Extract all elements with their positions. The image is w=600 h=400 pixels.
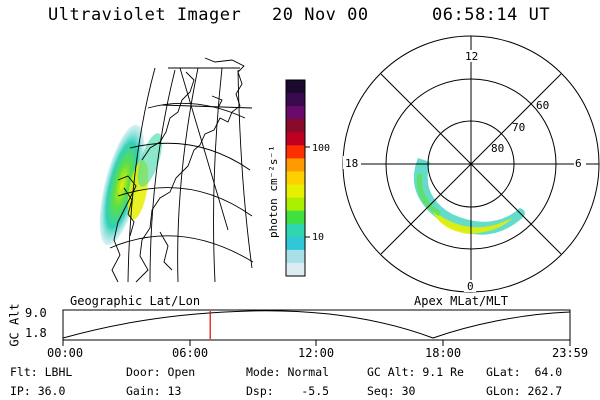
mlt-label-6: 6	[575, 157, 582, 170]
colorbar-segment	[286, 106, 305, 120]
aurora-geo-outer	[137, 133, 163, 187]
colorbar-segment	[286, 249, 305, 264]
colorbar-tick-100: 100	[312, 143, 330, 154]
colorbar	[285, 79, 306, 277]
info-gcalt: GC Alt: 9.1 Re	[367, 365, 464, 379]
colorbar-segment	[286, 236, 305, 251]
info-glat: GLat: 64.0	[486, 365, 563, 379]
colorbar-segment	[286, 145, 305, 159]
info-gain: Gain: 13	[126, 384, 182, 398]
lat-label-80: 80	[491, 142, 504, 155]
colorbar-segment	[286, 93, 305, 107]
time-label: 06:58:14 UT	[432, 5, 551, 25]
info-flt: Flt: LBHL	[10, 365, 73, 379]
x-tick-2359: 23:59	[552, 346, 589, 360]
colorbar-frame	[285, 79, 306, 277]
aurora-oval	[413, 158, 525, 235]
x-tick-1800: 18:00	[425, 346, 462, 360]
instrument-title: Ultraviolet Imager	[48, 5, 242, 25]
info-door: Door: Open	[126, 365, 196, 379]
timeline-ymin: 1.8	[25, 326, 47, 340]
mlt-label-12: 12	[465, 50, 478, 63]
colorbar-segment	[286, 80, 305, 94]
x-tick-1200: 12:00	[298, 346, 335, 360]
info-dsp: Dsp: -5.5	[246, 384, 330, 398]
aurora-oval-inner	[416, 173, 442, 217]
lat-label-70: 70	[512, 121, 525, 134]
colorbar-segment	[286, 171, 305, 186]
polar-plot: 12 0 18 6 60 70 80	[342, 35, 600, 293]
x-tick-0000: 00:00	[47, 346, 84, 360]
colorbar-segment	[286, 210, 305, 225]
colorbar-tick-10: 10	[312, 232, 324, 243]
polar-panel-title: Apex MLat/MLT	[414, 294, 508, 308]
colorbar-segment	[286, 262, 305, 277]
colorbar-segment	[286, 132, 305, 146]
colorbar-segment	[286, 184, 305, 199]
date-label: 20 Nov 00	[272, 5, 369, 25]
aurora-geo-band	[99, 124, 145, 246]
info-ip: IP: 36.0	[10, 384, 66, 398]
lat-label-60: 60	[536, 99, 549, 112]
mlt-label-0: 0	[467, 280, 474, 293]
colorbar-segment	[286, 119, 305, 133]
info-glon: GLon: 262.7	[486, 384, 563, 398]
timeline-ymax: 9.0	[25, 306, 47, 320]
mlt-label-18: 18	[345, 157, 358, 170]
colorbar-segment	[286, 223, 305, 238]
altitude-curve	[62, 310, 571, 339]
colorbar-label: photon cm⁻²s⁻¹	[267, 145, 280, 238]
altitude-timeline	[62, 309, 571, 346]
info-mode: Mode: Normal	[246, 365, 330, 379]
geo-panel-title: Geographic Lat/Lon	[70, 294, 201, 308]
aurora-oval-core	[432, 210, 512, 234]
x-tick-0600: 06:00	[172, 346, 209, 360]
colorbar-segment	[286, 197, 305, 212]
timeline-ylabel: GC Alt	[7, 303, 22, 347]
info-seq: Seq: 30	[367, 384, 416, 398]
colorbar-segment	[286, 158, 305, 173]
geographic-map	[99, 57, 254, 283]
